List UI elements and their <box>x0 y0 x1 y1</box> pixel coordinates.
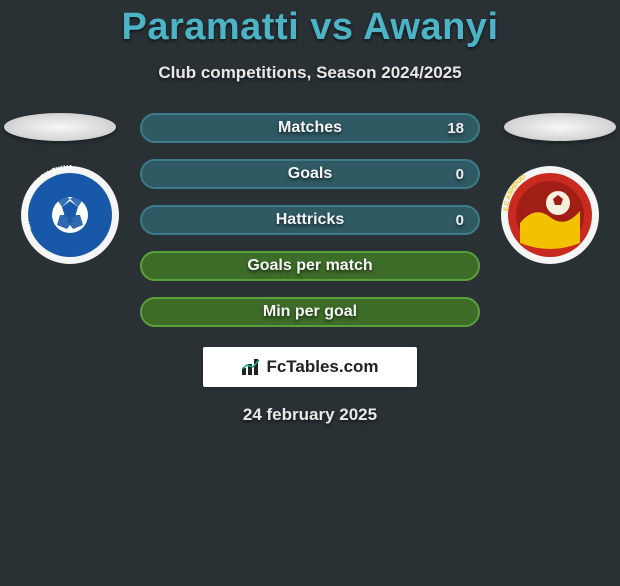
club-badge-left: MACCABI PETACH-TIKVA <box>20 165 120 265</box>
stat-bar-min-per-goal: Min per goal <box>140 297 480 327</box>
stat-bars: Matches 18 Goals 0 Hattricks 0 Goals per… <box>140 113 480 327</box>
page-title: Paramatti vs Awanyi <box>0 6 620 49</box>
club-badge-right: F.C ASHDOD <box>500 165 600 265</box>
stat-label: Hattricks <box>276 211 344 229</box>
player-photo-placeholder-right <box>504 113 616 141</box>
brand-name: FcTables.com <box>266 357 378 377</box>
stat-value-right: 18 <box>447 120 464 137</box>
stat-label: Min per goal <box>263 303 357 321</box>
bars-icon <box>241 358 263 376</box>
stat-label: Matches <box>278 119 342 137</box>
player-photo-placeholder-left <box>4 113 116 141</box>
date-label: 24 february 2025 <box>0 405 620 425</box>
stat-value-right: 0 <box>456 212 464 229</box>
stat-label: Goals per match <box>247 257 372 275</box>
stat-bar-matches: Matches 18 <box>140 113 480 143</box>
subtitle: Club competitions, Season 2024/2025 <box>0 63 620 83</box>
brand-logo-text: FcTables.com <box>241 357 378 377</box>
stat-bar-goals-per-match: Goals per match <box>140 251 480 281</box>
stat-label: Goals <box>288 165 332 183</box>
brand-logo: FcTables.com <box>203 347 417 387</box>
main-content: MACCABI PETACH-TIKVA F.C ASHDOD Matches … <box>0 113 620 425</box>
stat-bar-goals: Goals 0 <box>140 159 480 189</box>
stat-value-right: 0 <box>456 166 464 183</box>
stat-bar-hattricks: Hattricks 0 <box>140 205 480 235</box>
